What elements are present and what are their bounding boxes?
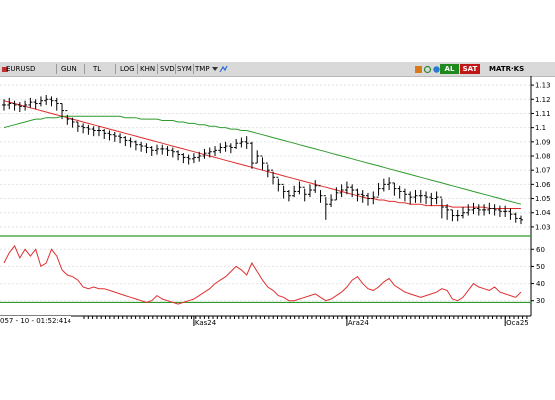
- chart-icon: [1, 63, 9, 75]
- price-tick-label: 1.07: [535, 167, 551, 175]
- cursor-suffix: 4: [67, 319, 71, 325]
- price-tick-label: 1.06: [535, 181, 551, 189]
- clock-icon[interactable]: [432, 63, 441, 75]
- price-tick-label: 1.04: [535, 209, 551, 217]
- scale-tmp-button[interactable]: TMP: [195, 65, 210, 73]
- red-moving-average-line: [3, 100, 521, 209]
- settings-icon[interactable]: [414, 63, 423, 75]
- dropdown-arrow-icon[interactable]: [211, 63, 219, 75]
- chart-toolbar: EURUSD GUN TL LOG KHN SVD SYM TMP AL SAT: [0, 62, 555, 77]
- scale-sym-button[interactable]: SYM: [177, 65, 192, 73]
- cursor-datetime: 057 - 10 - 01:52:41: [0, 317, 68, 325]
- price-tick-label: 1.12: [535, 96, 551, 104]
- drawing-tool-icon[interactable]: [219, 63, 228, 75]
- cursor-readout: 057 - 10 - 01:52:414: [0, 316, 71, 327]
- oscillator-line: [3, 244, 522, 305]
- symbol-button[interactable]: EURUSD: [6, 65, 36, 73]
- toolbar-divider: [137, 64, 138, 74]
- scale-svd-button[interactable]: SVD: [160, 65, 175, 73]
- toolbar-divider: [157, 64, 158, 74]
- currency-button[interactable]: TL: [93, 65, 102, 73]
- price-tick-label: 1.1: [535, 124, 546, 132]
- green-moving-average-line: [3, 115, 522, 205]
- scale-log-button[interactable]: LOG: [120, 65, 135, 73]
- price-tick-label: 1.08: [535, 153, 551, 161]
- chart-canvas: 1.13 1.12 1.11 1.1 1.09 1.08 1.07 1.06 1.05 1.04 1…: [0, 76, 551, 327]
- toolbar-divider: [175, 64, 176, 74]
- time-tick-label: Kas24: [195, 319, 217, 327]
- oscillator-tick-label: 50: [536, 263, 545, 271]
- time-tick-label: Oca25: [506, 319, 529, 327]
- price-tick-label: 1.09: [535, 138, 551, 146]
- oscillator-tick-label: 40: [536, 280, 545, 288]
- toolbar-divider: [115, 64, 116, 74]
- sell-button[interactable]: SAT: [460, 64, 480, 74]
- oscillator-tick-label: 60: [536, 246, 545, 254]
- price-tick-label: 1.03: [535, 223, 551, 231]
- price-tick-label: 1.05: [535, 195, 551, 203]
- oscillator-tick-label: 30: [536, 297, 545, 305]
- period-button[interactable]: GUN: [61, 65, 77, 73]
- time-tick-label: Ara24: [348, 319, 369, 327]
- toolbar-divider: [193, 64, 194, 74]
- price-tick-label: 1.13: [535, 82, 551, 90]
- chart-window: EURUSD GUN TL LOG KHN SVD SYM TMP AL SAT: [0, 62, 555, 332]
- refresh-icon[interactable]: [423, 63, 432, 75]
- toolbar-divider: [56, 64, 57, 74]
- toolbar-divider: [84, 64, 85, 74]
- scale-khn-button[interactable]: KHN: [140, 65, 156, 73]
- matrix-button[interactable]: MATR·KS: [489, 65, 525, 73]
- price-tick-label: 1.11: [535, 110, 551, 118]
- buy-button[interactable]: AL: [440, 64, 459, 74]
